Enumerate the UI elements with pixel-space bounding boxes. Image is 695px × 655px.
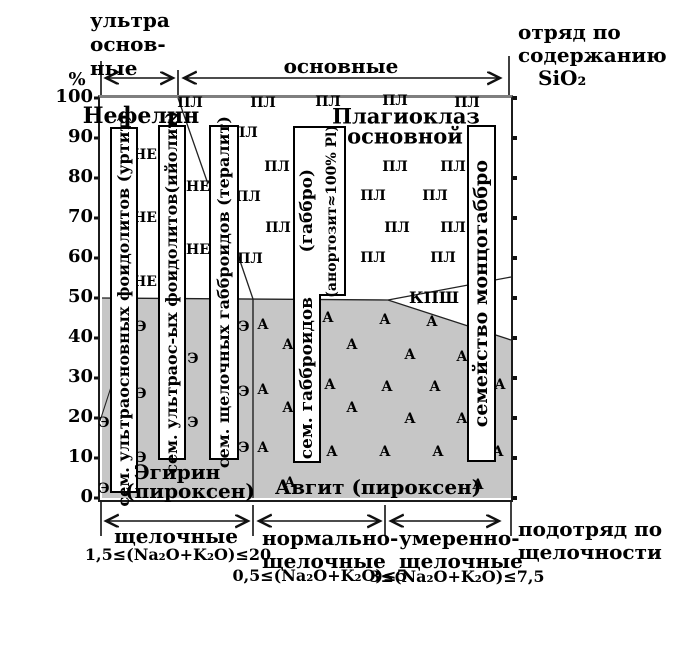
- percent-axis-label: %: [68, 69, 86, 90]
- y-axis-tick-label: 100: [55, 86, 93, 107]
- plagioclase-mark: ПЛ: [430, 250, 456, 266]
- ultrabasic-title-line3: ные: [90, 56, 138, 80]
- aegirine-mark: Э: [238, 440, 250, 456]
- y-axis-tick-label: 50: [67, 286, 93, 307]
- augite-mark: А: [456, 411, 468, 427]
- aegirine-mark: Э: [238, 384, 250, 400]
- plagioclase-mark: ПЛ: [237, 251, 263, 267]
- augite-mark: А: [282, 337, 294, 353]
- nepheline-field-label: Нефелин: [82, 103, 200, 129]
- kfs-field-label: КПШ: [409, 288, 459, 307]
- ultrabasic-title-line1: ультра: [90, 8, 170, 32]
- alkaline-subdivision-formula: 1,5≤(Na₂O+K₂O)≤20: [84, 545, 272, 564]
- y-axis-tick-label: 90: [67, 126, 93, 147]
- suborder-title-line2: щелочности: [518, 540, 662, 564]
- aegirine-mark: Э: [98, 415, 110, 431]
- bar-label: сем. габброидов: [296, 297, 317, 460]
- y-axis-tick-label: 70: [67, 206, 93, 227]
- y-axis-tick-label: 0: [80, 486, 93, 507]
- y-axis-tick-label: 20: [67, 406, 93, 427]
- plagioclase-mark: ПЛ: [382, 159, 408, 175]
- augite-mark: А: [404, 347, 416, 363]
- nepheline-mark: НЕ: [133, 147, 157, 163]
- y-axis-tick-label: 10: [67, 446, 93, 467]
- nepheline-mark: НЕ: [186, 179, 210, 195]
- ultrabasic-title-line2: основ-: [90, 32, 166, 56]
- moderate-alkaline-title-line2: щелочные: [399, 549, 523, 573]
- augite-mark: А: [432, 444, 444, 460]
- y-axis-tick-label: 60: [67, 246, 93, 267]
- y-axis-tick-label: 30: [67, 366, 93, 387]
- plagioclase-mark: ПЛ: [250, 95, 276, 111]
- bar-label: сем. ультраосновных фоидолитов (уртит): [114, 113, 133, 507]
- bar-label: семейство монцогаббро: [470, 159, 492, 428]
- augite-mark: А: [379, 444, 391, 460]
- moderate-alkaline-formula: 3≤(Na₂O+K₂O)≤7,5: [369, 567, 545, 586]
- plagioclase-field-label-line2: основной: [347, 123, 463, 149]
- augite-mark: А: [326, 444, 338, 460]
- sio2-order-title-line3: SiO₂: [538, 66, 587, 90]
- augite-mark: А: [456, 349, 468, 365]
- augite-mark: А: [346, 337, 358, 353]
- plagioclase-mark: ПЛ: [235, 189, 261, 205]
- augite-mark: А: [324, 377, 336, 393]
- augite-mark: А: [379, 312, 391, 328]
- bar-gabbro-col-gabbro: (габбро): [295, 129, 320, 293]
- plagioclase-mark: ПЛ: [384, 220, 410, 236]
- nepheline-mark: НЕ: [186, 242, 210, 258]
- plagioclase-mark: ПЛ: [360, 250, 386, 266]
- basic-title: основные: [283, 54, 399, 78]
- nepheline-mark: НЕ: [133, 210, 157, 226]
- bar-label: (анортозит≈100% Pl): [324, 124, 340, 298]
- plagioclase-field-label-line1: Плагиоклаз: [332, 103, 480, 129]
- bar-monzogabbro-family: семейство монцогаббро: [467, 125, 496, 462]
- plagioclase-mark: ПЛ: [440, 159, 466, 175]
- y-axis-tick-label: 40: [67, 326, 93, 347]
- sio2-order-title-line1: отряд по: [518, 20, 621, 44]
- plagioclase-mark: ПЛ: [315, 94, 341, 110]
- plagioclase-mark: ПЛ: [264, 159, 290, 175]
- y-axis-tick-label: 80: [67, 166, 93, 187]
- augite-field-label: Авгит (пироксен): [274, 475, 482, 499]
- aegirine-mark: Э: [187, 415, 199, 431]
- suborder-title-line1: подотряд по: [518, 517, 663, 541]
- augite-mark: А: [429, 379, 441, 395]
- augite-mark: А: [282, 400, 294, 416]
- aegirine-field-label-line2: (пироксен): [125, 479, 255, 503]
- aegirine-mark: Э: [238, 319, 250, 335]
- augite-mark: А: [381, 379, 393, 395]
- augite-mark: А: [404, 411, 416, 427]
- moderate-alkaline-title-line1: умеренно-: [399, 526, 520, 550]
- augite-mark: А: [426, 314, 438, 330]
- augite-mark: А: [346, 400, 358, 416]
- plagioclase-mark: ПЛ: [440, 220, 466, 236]
- plagioclase-mark: ПЛ: [454, 95, 480, 111]
- bar-gabbro-main: сем. габброидов: [295, 297, 319, 460]
- aegirine-mark: Э: [98, 481, 110, 497]
- bar-alkaline-gabbroids-theralite: сем. щелочных габброидов (тералит): [209, 116, 239, 469]
- normal-alkaline-formula: 0,5≤(Na₂O+K₂O)≤5: [232, 566, 408, 585]
- sio2-order-title-line2: содержанию: [518, 43, 667, 67]
- bar-label: сем. щелочных габброидов (тералит): [214, 116, 233, 469]
- nepheline-mark: НЕ: [133, 274, 157, 290]
- normal-alkaline-title-line2: щелочные: [262, 549, 386, 573]
- plagioclase-mark: ПЛ: [360, 188, 386, 204]
- bar-gabbro-col-anorthosite: (анортозит≈100% Pl): [320, 125, 344, 298]
- bar-ultrabasic-foidolites-ijolite: сем. ультраос-ых фоидолитов(ийолит): [158, 111, 186, 474]
- augite-mark: А: [322, 310, 334, 326]
- augite-mark: А: [257, 440, 269, 456]
- augite-mark: А: [494, 377, 506, 393]
- aegirine-mark: Э: [187, 351, 199, 367]
- bar-label: сем. ультраос-ых фоидолитов(ийолит): [162, 111, 181, 474]
- augite-mark: А: [257, 317, 269, 333]
- bar-ultrabasic-foidolites-urtite: сем. ультраосновных фоидолитов (уртит): [110, 114, 138, 506]
- plagioclase-mark: ПЛ: [265, 220, 291, 236]
- normal-alkaline-title-line1: нормально-: [262, 526, 399, 550]
- bar-label: (габбро): [297, 169, 317, 253]
- plagioclase-mark: ПЛ: [422, 188, 448, 204]
- alkaline-subdivision-title: щелочные: [114, 524, 238, 548]
- augite-mark: А: [257, 382, 269, 398]
